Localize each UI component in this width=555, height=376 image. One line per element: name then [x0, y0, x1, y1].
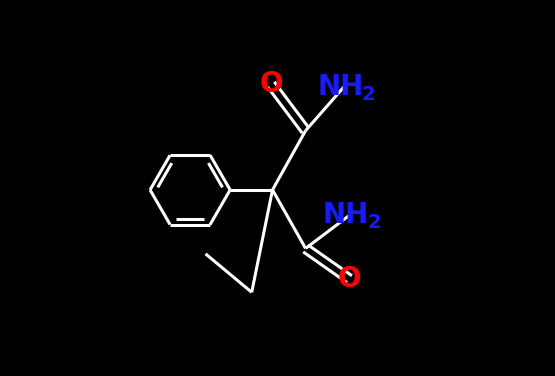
- Text: O: O: [259, 70, 282, 99]
- Text: NH: NH: [317, 73, 364, 101]
- Text: 2: 2: [367, 214, 381, 232]
- Text: NH: NH: [322, 201, 369, 229]
- Text: O: O: [338, 265, 361, 293]
- Text: 2: 2: [362, 85, 376, 104]
